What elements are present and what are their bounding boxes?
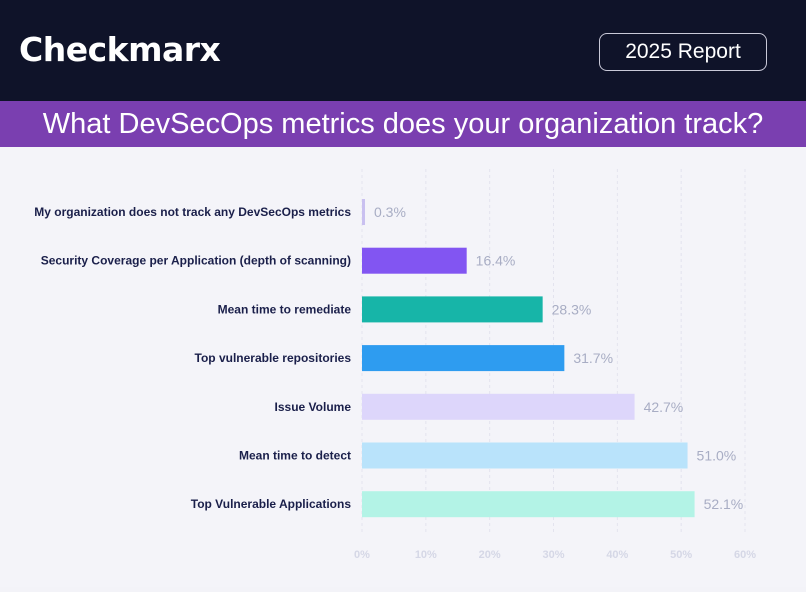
category-label: Mean time to detect bbox=[239, 449, 351, 463]
bar bbox=[362, 296, 543, 323]
x-tick-label: 50% bbox=[670, 549, 692, 561]
logo-text: Checkmarx bbox=[19, 30, 221, 69]
x-tick-label: 30% bbox=[542, 549, 564, 561]
data-label: 52.1% bbox=[704, 496, 744, 512]
data-label: 0.3% bbox=[374, 204, 406, 220]
bar-chart: My organization does not track any DevSe… bbox=[34, 169, 756, 561]
x-tick-label: 20% bbox=[479, 549, 501, 561]
report-year-badge: 2025 Report bbox=[599, 33, 767, 71]
chart-title: What DevSecOps metrics does your organiz… bbox=[42, 108, 764, 140]
report-header: Checkmarx 2025 Report bbox=[0, 0, 806, 101]
category-label: My organization does not track any DevSe… bbox=[34, 205, 351, 219]
data-label: 16.4% bbox=[476, 253, 516, 269]
bar bbox=[362, 442, 688, 469]
category-label: Issue Volume bbox=[275, 400, 352, 414]
category-label: Security Coverage per Application (depth… bbox=[41, 254, 351, 268]
x-tick-label: 10% bbox=[415, 549, 437, 561]
bar bbox=[362, 345, 565, 372]
category-label: Top vulnerable repositories bbox=[195, 351, 352, 365]
x-tick-label: 0% bbox=[354, 549, 370, 561]
category-label: Mean time to remediate bbox=[218, 302, 352, 316]
category-label: Top Vulnerable Applications bbox=[191, 497, 352, 511]
data-label: 28.3% bbox=[552, 301, 592, 317]
data-label: 42.7% bbox=[644, 399, 684, 415]
bar bbox=[362, 247, 467, 274]
x-tick-label: 40% bbox=[606, 549, 628, 561]
data-label: 31.7% bbox=[573, 350, 613, 366]
bar bbox=[362, 491, 695, 518]
data-label: 51.0% bbox=[697, 448, 737, 464]
x-tick-label: 60% bbox=[734, 549, 756, 561]
bar bbox=[362, 393, 635, 420]
title-band: What DevSecOps metrics does your organiz… bbox=[0, 101, 806, 147]
report-badge-label: 2025 Report bbox=[625, 40, 741, 63]
bar bbox=[362, 199, 365, 225]
chart-area: My organization does not track any DevSe… bbox=[0, 147, 806, 587]
checkmarx-logo: Checkmarx bbox=[19, 30, 221, 69]
